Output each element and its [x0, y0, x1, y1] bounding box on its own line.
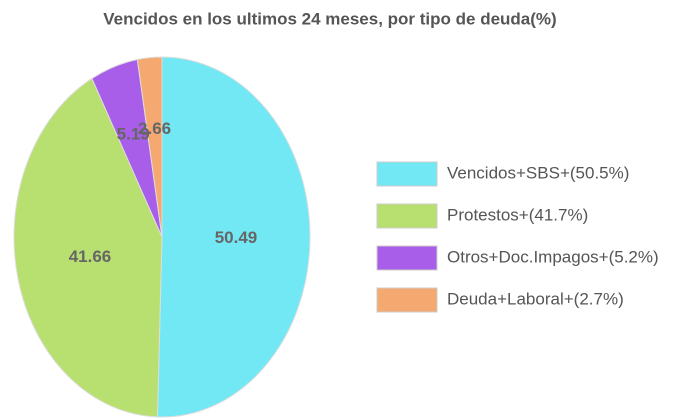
legend-swatch — [376, 287, 438, 313]
chart-title: Vencidos en los ultimos 24 meses, por ti… — [103, 9, 556, 28]
legend-swatch — [376, 203, 438, 229]
pie-slice — [156, 56, 311, 418]
pie-slice — [136, 56, 163, 238]
legend-label: Otros+Doc.Impagos+(5.2%) — [447, 247, 659, 266]
legend-label: Protestos+(41.7%) — [447, 205, 588, 224]
value-label: 5.19 — [117, 124, 150, 143]
value-label: 50.49 — [215, 228, 258, 247]
value-label: 2.66 — [138, 119, 171, 138]
value-label: 41.66 — [69, 247, 112, 266]
pie-slice — [13, 77, 163, 418]
legend-label: Deuda+Laboral+(2.7%) — [447, 289, 624, 308]
legend-swatch — [376, 161, 438, 187]
legend-swatch — [376, 245, 438, 271]
legend-label: Vencidos+SBS+(50.5%) — [447, 163, 629, 182]
